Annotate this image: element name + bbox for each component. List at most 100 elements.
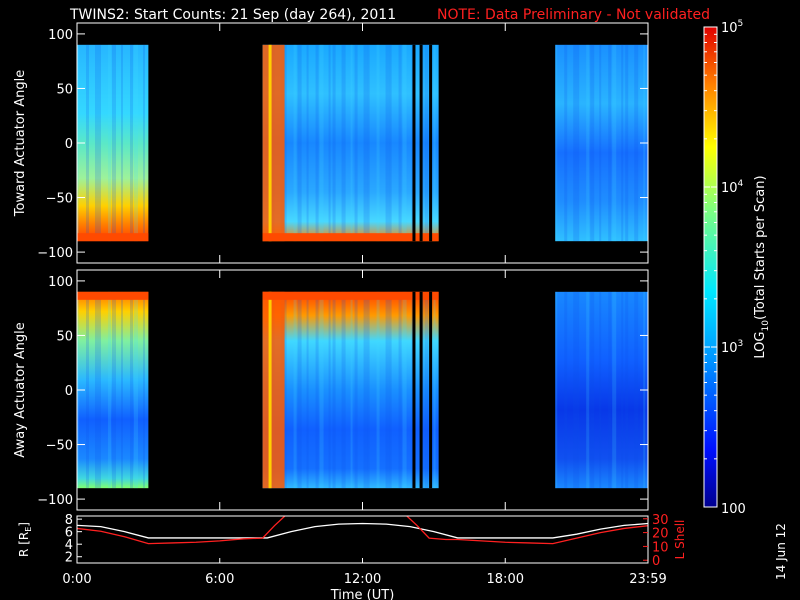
toward-texture-stripe <box>376 44 380 242</box>
away-edge-band <box>77 291 149 300</box>
toward-edge-band <box>262 233 439 242</box>
away-texture-stripe <box>341 291 346 489</box>
xtick-label: 12:00 <box>344 572 381 587</box>
toward-hot-edge-line <box>268 44 272 242</box>
colorbar: 100 103 104 105 LOG10(Total Starts per Scan) <box>703 19 771 517</box>
toward-texture-stripe <box>634 44 639 242</box>
away-texture-stripe <box>376 291 380 489</box>
away-ytick-label: 0 <box>65 384 73 399</box>
away-data-block <box>262 291 439 489</box>
away-texture-stripe <box>608 291 612 489</box>
toward-texture-stripe <box>555 44 558 242</box>
away-texture-stripe <box>586 291 590 489</box>
away-texture-stripe <box>621 291 624 489</box>
away-texture-stripe <box>424 291 429 489</box>
toward-texture-stripe <box>363 44 368 242</box>
away-texture-stripe <box>564 291 568 489</box>
lshell-ytick-label: 30 <box>652 513 669 528</box>
away-texture-stripe <box>385 291 390 489</box>
radius-series-line <box>77 522 648 539</box>
toward-data-block <box>262 44 439 242</box>
toward-texture-stripe <box>599 44 602 242</box>
colorbar-tick-label: 105 <box>721 19 743 36</box>
xtick-label: 6:00 <box>205 572 234 587</box>
away-data-block <box>555 291 648 489</box>
toward-texture-stripe <box>328 44 331 242</box>
toward-texture-stripe <box>332 44 336 242</box>
toward-texture-stripe <box>319 44 324 242</box>
away-texture-stripe <box>143 291 145 489</box>
toward-texture-stripe <box>121 44 123 242</box>
toward-texture-stripe <box>564 44 568 242</box>
toward-texture-stripe <box>398 44 402 242</box>
toward-texture-stripe <box>130 44 133 242</box>
away-texture-stripe <box>99 291 101 489</box>
toward-texture-stripe <box>108 44 111 242</box>
toward-texture-stripe <box>424 44 429 242</box>
radius-ytick-label: 8 <box>65 513 73 528</box>
radius-ytick-label: 4 <box>65 538 73 553</box>
away-gap-stripe <box>412 291 416 489</box>
colorbar-frame <box>703 26 718 508</box>
away-texture-stripe <box>577 291 580 489</box>
chart-title: TWINS2: Start Counts: 21 Sep (day 264), … <box>69 7 396 23</box>
toward-texture-stripe <box>573 44 578 242</box>
away-texture-stripe <box>284 291 287 489</box>
away-texture-stripe <box>625 291 629 489</box>
toward-heatmap-panel: 100 50 0 −50 −100 Toward Actuator Angle <box>13 22 649 264</box>
away-texture-stripe <box>134 291 138 489</box>
away-texture-stripe <box>367 291 370 489</box>
toward-ytick-label: 50 <box>56 82 73 97</box>
toward-gap-stripe <box>429 44 433 242</box>
away-texture-stripe <box>350 291 353 489</box>
lshell-series-line <box>77 516 648 545</box>
away-texture-stripe <box>86 291 89 489</box>
toward-texture-stripe <box>143 44 145 242</box>
toward-texture-stripe <box>293 44 297 242</box>
toward-ytick-label: −50 <box>46 192 73 207</box>
toward-ylabel: Toward Actuator Angle <box>13 70 28 217</box>
toward-texture-stripe <box>112 44 116 242</box>
toward-texture-stripe <box>134 44 138 242</box>
xtick-label: 23:59 <box>629 572 666 587</box>
away-heatmap-panel: 100 50 0 −50 −100 Away Actuator Angle <box>13 269 649 511</box>
away-hot-edge-line <box>268 291 272 489</box>
lshell-ytick-label: 10 <box>652 540 669 555</box>
away-ytick-label: −100 <box>37 493 73 508</box>
lshell-ytick-label: 20 <box>652 527 669 542</box>
colorbar-gradient <box>704 27 717 507</box>
radius-ytick-label: 2 <box>65 551 73 566</box>
away-gap-stripe <box>429 291 433 489</box>
toward-texture-stripe <box>433 44 436 242</box>
toward-texture-stripe <box>350 44 353 242</box>
away-texture-stripe <box>332 291 336 489</box>
away-texture-stripe <box>328 291 331 489</box>
toward-texture-stripe <box>297 44 302 242</box>
toward-texture-stripe <box>389 44 392 242</box>
preliminary-note: NOTE: Data Preliminary - Not validated <box>437 7 710 23</box>
radius-ytick-label: 6 <box>65 526 73 541</box>
away-texture-stripe <box>306 291 309 489</box>
toward-ytick-label: 0 <box>65 137 73 152</box>
radius-axis-label: R [RE] <box>17 522 33 557</box>
colorbar-tick-label: 100 <box>721 502 746 517</box>
away-texture-stripe <box>293 291 297 489</box>
colorbar-tick-label: 104 <box>721 179 744 196</box>
away-texture-stripe <box>389 291 392 489</box>
toward-edge-band <box>77 233 149 242</box>
away-texture-stripe <box>108 291 111 489</box>
toward-texture-stripe <box>586 44 590 242</box>
toward-gap-stripe <box>412 44 416 242</box>
away-ytick-label: −50 <box>46 439 73 454</box>
date-stamp: 14 Jun 12 <box>774 523 788 580</box>
toward-texture-stripe <box>590 44 595 242</box>
away-texture-stripe <box>95 291 99 489</box>
away-texture-stripe <box>130 291 133 489</box>
toward-texture-stripe <box>86 44 89 242</box>
away-texture-stripe <box>112 291 116 489</box>
toward-texture-stripe <box>284 44 287 242</box>
toward-texture-stripe <box>402 44 407 242</box>
away-texture-stripe <box>599 291 602 489</box>
toward-gap-stripe <box>419 44 423 242</box>
